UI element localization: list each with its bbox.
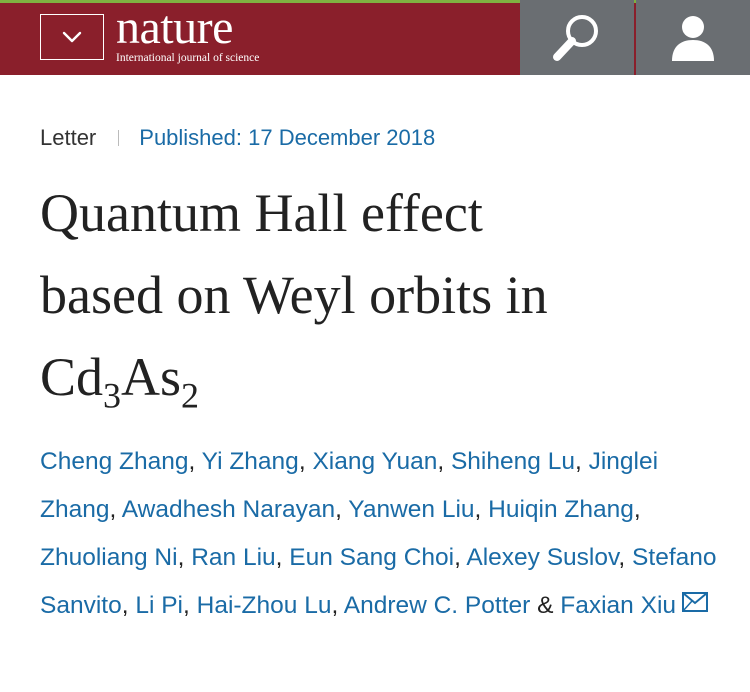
author-separator: ,: [618, 544, 633, 571]
author-separator: ,: [188, 448, 202, 475]
accent-line: [0, 0, 690, 3]
author-link[interactable]: Cheng Zhang: [40, 448, 189, 475]
author-separator: ,: [121, 592, 136, 619]
author-separator: ,: [437, 448, 451, 475]
author-link[interactable]: Li Pi: [135, 592, 184, 619]
author-link[interactable]: Xiang Yuan: [312, 448, 438, 475]
author-separator: ,: [633, 496, 641, 523]
author-separator: ,: [574, 448, 589, 475]
article-header: Letter Published: 17 December 2018 Quant…: [40, 118, 720, 630]
search-button[interactable]: [520, 0, 634, 75]
chevron-down-icon: [62, 31, 82, 43]
author-link[interactable]: Jinglei Zhang: [40, 448, 659, 523]
formula-element-2: As: [121, 347, 182, 407]
user-icon: [672, 15, 714, 61]
account-button[interactable]: [636, 0, 750, 75]
meta-divider: [118, 130, 120, 146]
author-separator: ,: [109, 496, 122, 523]
formula-subscript-2: 2: [181, 375, 200, 416]
title-line-1: Quantum Hall effect: [40, 183, 483, 243]
article-title: Quantum Hall effect based on Weyl orbits…: [40, 172, 720, 418]
author-separator: ,: [183, 592, 197, 619]
author-link[interactable]: Huiqin Zhang: [488, 496, 634, 523]
author-separator: ,: [331, 592, 344, 619]
title-line-2: based on Weyl orbits in: [40, 265, 548, 325]
article-meta: Letter Published: 17 December 2018: [40, 118, 720, 158]
author-link[interactable]: Yanwen Liu: [348, 496, 475, 523]
author-link[interactable]: Hai-Zhou Lu: [196, 592, 332, 619]
formula-subscript-1: 3: [103, 375, 122, 416]
author-separator: ,: [275, 544, 290, 571]
author-link[interactable]: Eun Sang Choi: [289, 544, 455, 571]
author-link[interactable]: Faxian Xiu: [560, 592, 677, 619]
author-link[interactable]: Yi Zhang: [201, 448, 299, 475]
nature-logo[interactable]: nature International journal of science: [116, 1, 260, 65]
author-link[interactable]: Stefano Sanvito: [40, 544, 717, 619]
author-separator: ,: [335, 496, 349, 523]
author-separator: ,: [298, 448, 313, 475]
formula-element-1: Cd: [40, 347, 104, 407]
author-link[interactable]: Andrew C. Potter: [343, 592, 531, 619]
mail-icon[interactable]: [682, 592, 709, 612]
publication-date: Published: 17 December 2018: [139, 125, 436, 150]
author-link[interactable]: Alexey Suslov: [466, 544, 619, 571]
author-list: Cheng Zhang, Yi Zhang, Xiang Yuan, Shihe…: [40, 438, 720, 630]
author-separator: &: [530, 592, 561, 619]
search-icon: [553, 14, 598, 61]
author-separator: ,: [454, 544, 467, 571]
author-link[interactable]: Shiheng Lu: [450, 448, 575, 475]
author-link[interactable]: Zhuoliang Ni: [40, 544, 178, 571]
article-type: Letter: [40, 125, 97, 150]
author-link[interactable]: Ran Liu: [191, 544, 276, 571]
site-header: nature International journal of science: [0, 0, 750, 75]
logo-tagline: International journal of science: [116, 52, 260, 64]
author-link[interactable]: Awadhesh Narayan: [121, 496, 336, 523]
author-separator: ,: [177, 544, 192, 571]
menu-button[interactable]: [40, 14, 104, 60]
title-formula: Cd3As2: [40, 347, 199, 414]
logo-wordmark: nature: [116, 1, 233, 54]
author-separator: ,: [474, 496, 489, 523]
